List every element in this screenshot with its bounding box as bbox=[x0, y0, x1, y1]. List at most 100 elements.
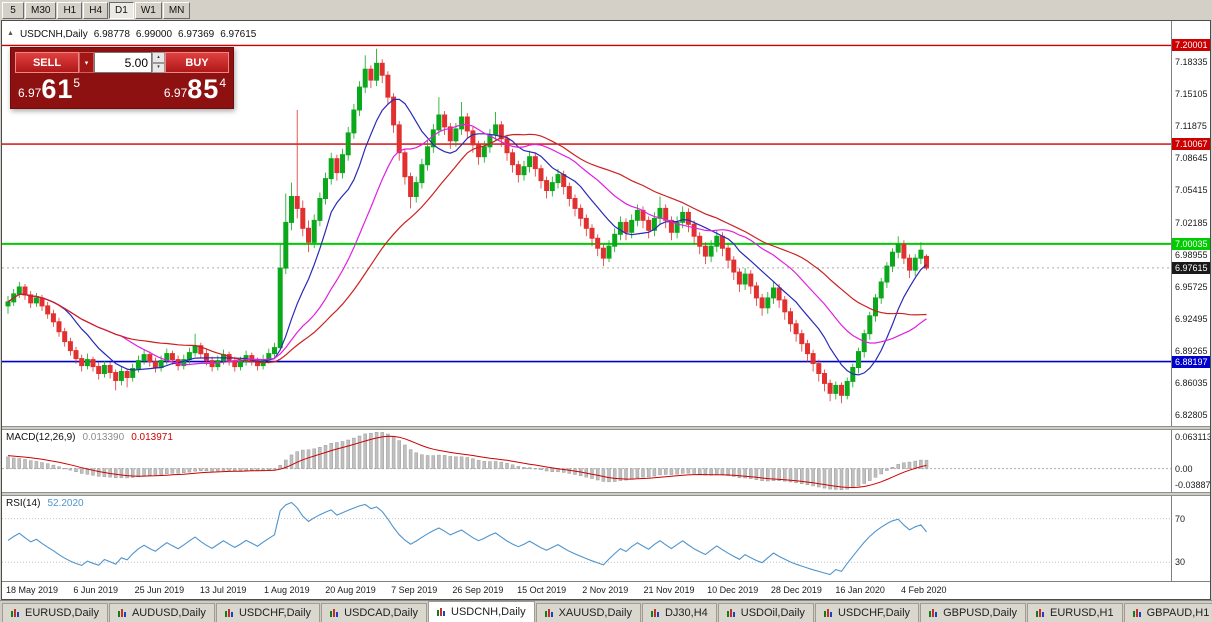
price-axis-label: 6.95725 bbox=[1175, 281, 1208, 292]
timeframe-button-5[interactable]: 5 bbox=[2, 1, 24, 19]
bid-price[interactable]: 6.97 61 5 bbox=[18, 74, 80, 104]
date-axis-label: 7 Sep 2019 bbox=[391, 585, 438, 595]
chart-tab-audusd-daily[interactable]: AUDUSD,Daily bbox=[108, 603, 215, 622]
price-tag-current-bid: 6.97615 bbox=[1172, 261, 1210, 274]
buy-button[interactable]: BUY bbox=[165, 52, 229, 73]
date-axis-label: 25 Jun 2019 bbox=[134, 585, 185, 595]
date-axis-label: 13 Jul 2019 bbox=[199, 585, 247, 595]
timeframes-toolbar: 5 M30 H1 H4 D1 W1 MN bbox=[0, 0, 1212, 20]
ohlc-low: 6.97369 bbox=[178, 29, 215, 40]
date-axis-label: 28 Dec 2019 bbox=[770, 585, 822, 595]
mini-chart-icon bbox=[224, 608, 235, 618]
rsi-axis[interactable]: 70 30 bbox=[1171, 496, 1210, 581]
price-axis-label: 6.86035 bbox=[1175, 378, 1208, 389]
macd-axis-max: 0.063113 bbox=[1175, 432, 1210, 442]
volume-input[interactable] bbox=[94, 52, 152, 73]
price-tag-support-blue: 6.88197 bbox=[1172, 355, 1210, 368]
macd-histogram bbox=[6, 431, 929, 491]
bid-big-digits: 61 bbox=[41, 74, 74, 104]
pane-splitter[interactable] bbox=[2, 426, 1210, 430]
chart-tab-eurusd-daily[interactable]: EURUSD,Daily bbox=[2, 603, 108, 622]
volume-up-button[interactable]: ▴ bbox=[152, 52, 165, 63]
tab-label: USDCNH,Daily bbox=[451, 606, 526, 618]
price-plot-area[interactable]: ▲ USDCNH,Daily 6.98778 6.99000 6.97369 6… bbox=[2, 21, 1171, 426]
rsi-svg bbox=[2, 501, 1171, 576]
chart-tab-gbpusd-daily[interactable]: GBPUSD,Daily bbox=[920, 603, 1027, 622]
chart-tab-usdoil-daily[interactable]: USDOil,Daily bbox=[717, 603, 814, 622]
macd-axis-min: -0.038872 bbox=[1175, 480, 1210, 490]
chart-symbol-period: USDCNH,Daily bbox=[19, 29, 88, 40]
bid-prefix: 6.97 bbox=[18, 86, 42, 100]
order-type-dropdown[interactable]: ▾ bbox=[79, 52, 94, 73]
moving-average-34 bbox=[7, 133, 927, 364]
ask-prefix: 6.97 bbox=[163, 86, 188, 100]
chart-tab-usdchf-daily[interactable]: USDCHF,Daily bbox=[814, 603, 920, 622]
timeframe-button-m30[interactable]: M30 bbox=[25, 1, 57, 19]
date-axis-label: 4 Feb 2020 bbox=[901, 585, 947, 595]
rsi-plot-area: RSI(14) 52.2020 bbox=[2, 496, 1171, 581]
date-axis-label: 6 Jun 2019 bbox=[73, 585, 118, 595]
rsi-label-row: RSI(14) 52.2020 bbox=[6, 498, 84, 509]
date-axis-label: 18 May 2019 bbox=[5, 585, 59, 595]
tab-label: XAUUSD,Daily bbox=[558, 607, 632, 619]
trade-controls-row: SELL ▾ ▴ ▾ BUY bbox=[15, 52, 229, 73]
tab-label: EURUSD,H1 bbox=[1050, 607, 1114, 619]
price-axis-label: 7.18335 bbox=[1175, 56, 1208, 67]
macd-signal-value: 0.013971 bbox=[131, 432, 173, 443]
volume-down-button[interactable]: ▾ bbox=[152, 62, 165, 73]
date-axis-label: 21 Nov 2019 bbox=[643, 585, 695, 595]
tab-label: GBPUSD,Daily bbox=[943, 607, 1018, 619]
down-candles bbox=[22, 59, 929, 404]
tab-label: USDCHF,Daily bbox=[837, 607, 911, 619]
chart-tab-usdcnh-daily[interactable]: USDCNH,Daily bbox=[428, 601, 535, 622]
ohlc-high: 6.99000 bbox=[135, 29, 173, 40]
chart-tab-eurusd-h1[interactable]: EURUSD,H1 bbox=[1027, 603, 1123, 622]
tab-label: AUDUSD,Daily bbox=[131, 607, 206, 619]
time-axis[interactable]: 18 May 2019 6 Jun 2019 25 Jun 2019 13 Jul 2… bbox=[2, 581, 1210, 599]
price-tag-resistance-mid: 7.10067 bbox=[1172, 138, 1210, 151]
timeframe-button-w1[interactable]: W1 bbox=[134, 1, 162, 19]
mini-chart-icon bbox=[330, 608, 340, 618]
macd-svg bbox=[2, 431, 1171, 491]
mini-chart-icon bbox=[117, 608, 128, 618]
mini-chart-icon bbox=[823, 608, 834, 618]
timeframe-button-h1[interactable]: H1 bbox=[57, 1, 83, 19]
macd-axis[interactable]: 0.063113 0.00 -0.038872 bbox=[1171, 430, 1210, 492]
ask-pip-fraction: 4 bbox=[219, 76, 226, 90]
price-axis-label: 7.02185 bbox=[1175, 217, 1208, 228]
tab-label: USDOil,Daily bbox=[740, 607, 805, 619]
chart-tabs-bar: EURUSD,Daily AUDUSD,Daily USDCHF,Daily USDC… bbox=[0, 600, 1212, 622]
price-axis-label: 6.92495 bbox=[1175, 313, 1208, 324]
chart-tab-xauusd-daily[interactable]: XAUUSD,Daily bbox=[535, 603, 641, 622]
timeframe-button-h4[interactable]: H4 bbox=[83, 1, 109, 19]
macd-signal-line bbox=[7, 435, 927, 489]
rsi-level-30-label: 30 bbox=[1175, 557, 1186, 568]
mini-chart-icon bbox=[544, 608, 555, 618]
tab-label: GBPAUD,H1 bbox=[1146, 607, 1210, 619]
pane-splitter[interactable] bbox=[2, 492, 1210, 496]
ask-big-digits: 85 bbox=[187, 74, 220, 104]
chart-tab-gbpaud-h1[interactable]: GBPAUD,H1 bbox=[1123, 603, 1212, 622]
rsi-line bbox=[7, 501, 927, 576]
macd-plot-area: MACD(12,26,9) 0.013390 0.013971 bbox=[2, 430, 1171, 492]
price-axis-label: 7.05415 bbox=[1175, 185, 1208, 196]
timeframe-button-mn[interactable]: MN bbox=[162, 1, 191, 19]
chart-window: ▲ USDCNH,Daily 6.98778 6.99000 6.97369 6… bbox=[1, 20, 1211, 600]
price-axis[interactable]: 7.18335 7.15105 7.11875 7.08645 7.05415 7.021… bbox=[1171, 21, 1210, 426]
macd-axis-zero: 0.00 bbox=[1175, 463, 1193, 474]
timeframe-button-d1[interactable]: D1 bbox=[109, 1, 134, 19]
chart-header: ▲ USDCNH,Daily 6.98778 6.99000 6.97369 6… bbox=[7, 29, 256, 40]
sell-button[interactable]: SELL bbox=[15, 52, 79, 73]
date-axis-label: 26 Sep 2019 bbox=[452, 585, 504, 595]
price-chart-svg[interactable] bbox=[2, 21, 1171, 426]
chart-tab-dj30-h4[interactable]: DJ30,H4 bbox=[641, 603, 717, 622]
chart-tab-usdcad-daily[interactable]: USDCAD,Daily bbox=[321, 603, 428, 622]
ohlc-open: 6.98778 bbox=[93, 29, 130, 40]
chart-shift-icon: ▲ bbox=[7, 30, 14, 37]
ohlc-close: 6.97615 bbox=[220, 29, 257, 40]
price-axis-label: 7.15105 bbox=[1175, 89, 1208, 100]
chart-tab-usdchf-daily[interactable]: USDCHF,Daily bbox=[215, 603, 321, 622]
macd-label-row: MACD(12,26,9) 0.013390 0.013971 bbox=[6, 432, 173, 443]
ask-price[interactable]: 6.97 85 4 bbox=[164, 74, 226, 104]
